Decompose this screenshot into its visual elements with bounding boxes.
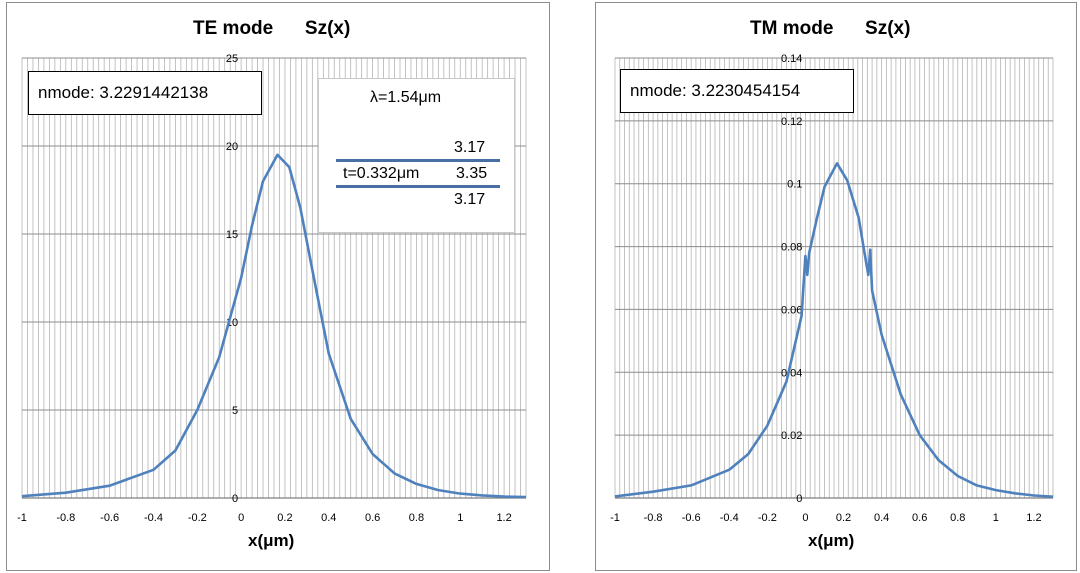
tm-grid [614, 57, 1054, 499]
tm-y-tick-label: 0.06 [781, 304, 802, 316]
te-x-tick-label: -0.4 [144, 512, 163, 524]
tm-x-tick-label: -0.8 [644, 512, 663, 524]
te-nmode-box: nmode: 3.2291442138 [28, 71, 262, 115]
te-x-tick-label: -1 [17, 512, 27, 524]
tm-mode-plot-area: 0 0.02 0.04 0.06 0.08 0.1 0.12 0.14 -1 -0.8 -0.6 -0… [610, 53, 1054, 524]
tm-x-tick-label: -0.6 [682, 512, 701, 524]
te-x-tick-label: -0.2 [188, 512, 207, 524]
te-y-tick-label: 25 [226, 53, 238, 65]
te-x-tick-label: 1.2 [496, 512, 511, 524]
te-x-tick-label: 0.6 [365, 512, 380, 524]
te-x-tick-label: 0.2 [277, 512, 292, 524]
te-y-tick-label: 5 [232, 405, 238, 417]
top-layer-index: 3.17 [454, 139, 486, 156]
tm-x-axis-label: x(μm) [808, 531, 855, 550]
te-series-line [21, 153, 527, 499]
te-x-tick-label: 0.4 [321, 512, 336, 524]
tm-y-tick-label: 0.04 [781, 367, 802, 379]
tm-x-tick-label: 0.6 [912, 512, 927, 524]
te-y-tick-label: 0 [232, 493, 238, 505]
te-x-tick-label: -0.8 [56, 512, 75, 524]
core-thickness-label: t=0.332μm [343, 165, 420, 182]
te-mode-chart-panel: 0 5 10 15 20 25 -1 -0.8 -0.6 -0.4 -0.2 0 0.2 0.4 0.6 0.… [6, 2, 550, 571]
te-y-tick-label: 20 [226, 141, 238, 153]
tm-y-tick-label: 0.02 [781, 430, 802, 442]
bottom-layer-index: 3.17 [454, 191, 486, 208]
te-y-tick-label: 15 [226, 229, 238, 241]
layer-structure-box: λ=1.54μm 3.17 t=0.332μm 3.35 3.17 [318, 78, 515, 233]
tm-x-tick-label: 1 [993, 512, 999, 524]
te-x-tick-label: 0.8 [409, 512, 424, 524]
te-x-tick-label: 0 [238, 512, 244, 524]
tm-y-tick-label: 0.12 [781, 116, 802, 128]
tm-y-tick-label: 0.08 [781, 242, 802, 254]
tm-y-tick-label: 0.1 [787, 179, 802, 191]
tm-x-tick-label: 1.2 [1026, 512, 1041, 524]
tm-chart-title: TM mode Sz(x) [750, 18, 911, 39]
tm-y-tick-label: 0.14 [781, 53, 802, 65]
core-layer-index: 3.35 [456, 165, 488, 182]
layer-boundary-bottom [336, 185, 500, 188]
tm-y-tick-label: 0 [796, 493, 802, 505]
tm-x-tick-label: -1 [610, 512, 620, 524]
te-chart-title: TE mode Sz(x) [193, 18, 351, 39]
tm-x-tick-label: 0.2 [836, 512, 851, 524]
te-x-tick-label: -0.6 [100, 512, 119, 524]
te-x-tick-label: 1 [457, 512, 463, 524]
tm-nmode-box: nmode: 3.2230454154 [620, 69, 854, 113]
tm-mode-chart-panel: 0 0.02 0.04 0.06 0.08 0.1 0.12 0.14 -1 -0.8 -0.6 -0… [595, 2, 1077, 571]
te-x-axis-label: x(μm) [248, 531, 295, 550]
tm-x-tick-label: 0.4 [874, 512, 889, 524]
tm-x-tick-label: -0.2 [758, 512, 777, 524]
tm-x-tick-label: 0.8 [950, 512, 965, 524]
wavelength-label: λ=1.54μm [370, 89, 442, 106]
tm-x-tick-label: 0 [802, 512, 808, 524]
layer-boundary-top [336, 159, 500, 162]
tm-x-tick-label: -0.4 [720, 512, 739, 524]
tm-series-line [614, 162, 1054, 498]
